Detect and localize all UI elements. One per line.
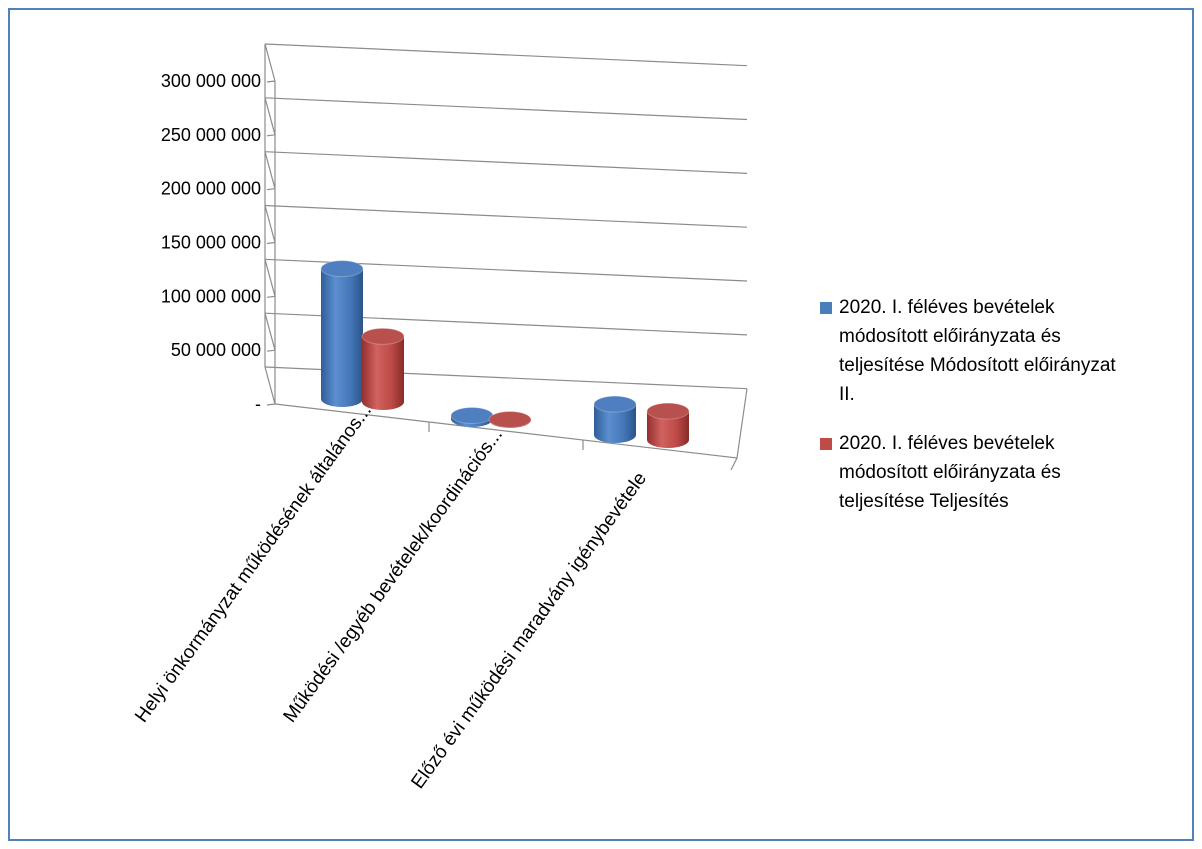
bar-top-series1-cat1 <box>320 260 364 278</box>
bars <box>320 260 690 448</box>
legend-label-series2: teljesítése Teljesítés <box>839 491 1009 512</box>
y-tick-mark <box>266 134 276 137</box>
legend-swatch-series1 <box>820 302 832 314</box>
gridline-side <box>264 313 276 351</box>
legend-swatch-series2 <box>820 438 832 450</box>
floor-corner-tick <box>730 457 738 471</box>
y-tick-label: - <box>255 394 261 414</box>
legend-label-series2: módosított előirányzata és <box>839 462 1061 483</box>
y-tick-mark <box>266 80 276 83</box>
y-tick-label: 200 000 000 <box>161 179 261 199</box>
bar-top-series1-cat3 <box>593 395 637 413</box>
legend-label-series1: teljesítése Módosított előirányzat <box>839 355 1116 376</box>
bar-top-series2-cat2 <box>488 411 532 429</box>
gridline-side <box>264 151 276 189</box>
legend-label-series1: II. <box>839 384 855 405</box>
x-category-label: Helyi önkormányzat működésének általános… <box>131 401 376 727</box>
legend-label-series1: 2020. I. féléves bevételek <box>839 297 1055 318</box>
gridline-side <box>264 205 276 243</box>
gridline-side <box>264 259 276 297</box>
y-tick-label: 50 000 000 <box>171 340 261 360</box>
bar-series2-cat1 <box>362 336 404 410</box>
y-tick-mark <box>266 349 276 352</box>
gridline-side <box>264 43 276 82</box>
y-tick-label: 100 000 000 <box>161 286 261 306</box>
chart-svg: - 50 000 000 100 000 000 150 000 000 200 000… <box>131 43 1116 793</box>
legend: 2020. I. féléves bevételek módosított elő… <box>820 297 1116 512</box>
bar-series2-cat3 <box>647 411 689 448</box>
gridline-side <box>264 97 276 135</box>
gridline-back <box>264 43 748 67</box>
y-axis-ticks: - 50 000 000 100 000 000 150 000 000 200 000… <box>161 71 276 414</box>
bar-top-series1-cat2 <box>450 407 494 425</box>
y-tick-mark <box>266 188 276 191</box>
legend-label-series2: 2020. I. féléves bevételek <box>839 433 1055 454</box>
legend-label-series1: módosított előirányzata és <box>839 326 1061 347</box>
y-tick-mark <box>266 403 276 406</box>
gridline-back <box>264 204 748 228</box>
y-tick-mark <box>266 241 276 245</box>
bar-top-series2-cat3 <box>646 402 690 420</box>
y-tick-label: 300 000 000 <box>161 71 261 91</box>
bar-series1-cat3 <box>594 404 636 443</box>
y-tick-mark <box>266 295 276 298</box>
gridline-back <box>264 151 748 174</box>
y-tick-label: 150 000 000 <box>161 233 261 253</box>
y-tick-label: 250 000 000 <box>161 125 261 145</box>
gridline-back <box>264 97 748 121</box>
bar-top-series2-cat1 <box>361 327 405 345</box>
x-axis-category-labels: Helyi önkormányzat működésének általános… <box>131 401 651 793</box>
bar-series1-cat1 <box>321 268 363 407</box>
chart-frame: - 50 000 000 100 000 000 150 000 000 200 000… <box>8 8 1194 841</box>
gridline-side <box>264 366 276 405</box>
